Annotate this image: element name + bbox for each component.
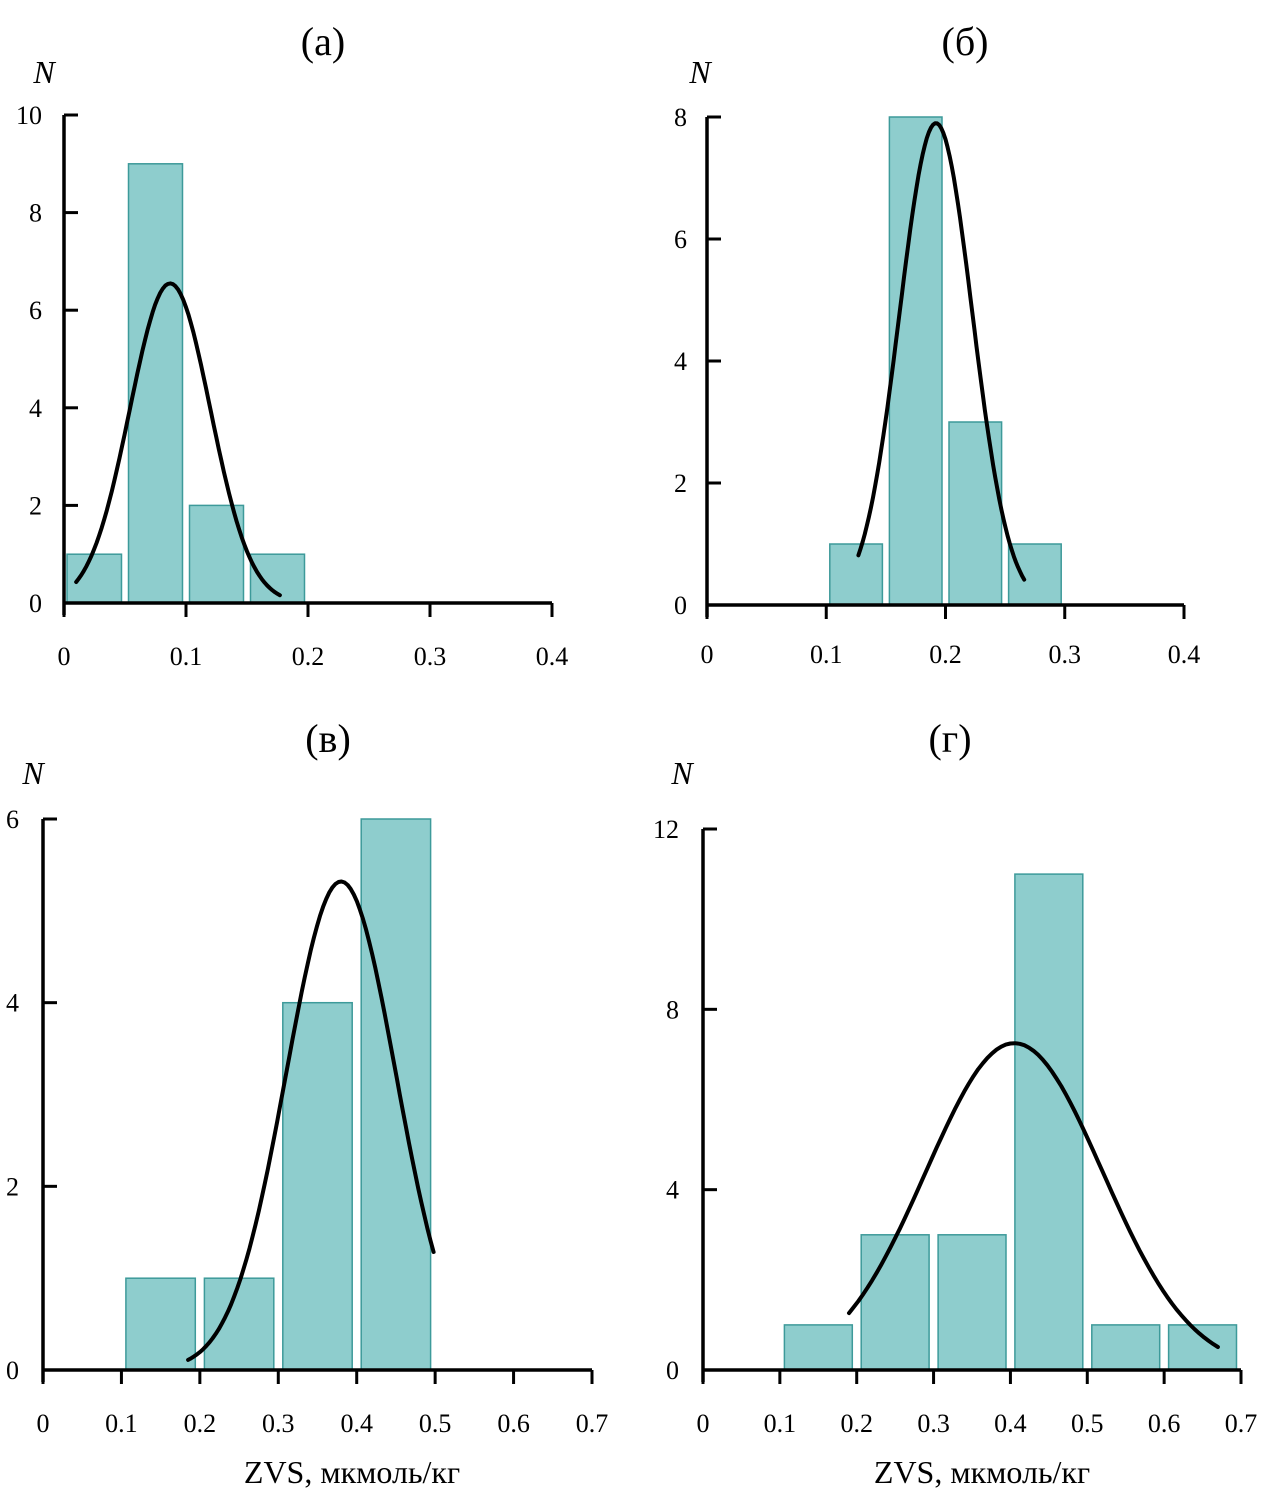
histogram-bar [127,163,184,604]
y-axis-label: N [670,755,694,791]
y-tick-label: 6 [674,225,687,254]
histogram-bar [203,1277,275,1371]
x-tick-label: 0 [58,642,71,671]
y-axis-label: N [688,54,712,90]
normal-fit-curve [74,281,282,598]
x-tick-label: 0.4 [994,1409,1027,1438]
x-tick-label: 0.3 [414,642,447,671]
histogram-bar [360,818,432,1371]
x-axis-label: ZVS, мкмоль/кг [874,1454,1090,1490]
histogram-panel-4: 0 0.1 0.2 0.3 0.4 0.5 0.6 0.7 0 4 8 12 (г) N ZVS, мкмо… [653,716,1257,1490]
normal-fit-curve [847,1041,1220,1349]
y-tick-label: 0 [29,589,42,618]
x-tick-label: 0.2 [840,1409,873,1438]
y-tick-label: 12 [653,815,679,844]
y-tick-label: 10 [16,101,42,130]
histogram-bar [937,1234,1007,1371]
y-tick-label: 4 [6,989,19,1018]
x-tick-label: 0.3 [1049,640,1082,669]
panel-label: (в) [305,716,351,761]
y-tick-label: 0 [6,1356,19,1385]
y-tick-label: 6 [6,805,19,834]
normal-fit-curve [186,879,436,1362]
normal-fit-curve [856,121,1027,582]
x-tick-label: 0.3 [262,1409,295,1438]
histogram-bar [1167,1324,1238,1371]
histogram-bar [66,553,123,604]
x-tick-label: 0.5 [419,1409,452,1438]
histogram-bar [1091,1324,1161,1371]
x-tick-label: 0.4 [1168,640,1201,669]
histogram-panel-1: 0 0.1 0.2 0.3 0.4 0 2 4 6 8 10 (а) N [16,19,568,671]
y-tick-label: 0 [666,1356,679,1385]
histogram-bar [188,504,245,604]
x-tick-label: 0.7 [576,1409,609,1438]
x-tick-label: 0.1 [810,640,843,669]
y-tick-label: 4 [666,1176,679,1205]
panel-label: (г) [928,716,971,761]
x-tick-label: 0.1 [105,1409,138,1438]
histogram-bar [282,1001,353,1371]
y-tick-label: 8 [666,995,679,1024]
histogram-panel-2: 0 0.1 0.2 0.3 0.4 0 2 4 6 8 (б) N [674,19,1200,669]
x-tick-label: 0.1 [170,642,203,671]
y-tick-label: 8 [674,103,687,132]
y-tick-label: 4 [674,347,687,376]
x-axis-label: ZVS, мкмоль/кг [244,1454,460,1490]
x-tick-label: 0.4 [536,642,569,671]
histogram-bar [860,1234,930,1371]
panel-label: (а) [301,19,345,64]
histogram-bar [948,421,1003,606]
y-axis-label: N [21,755,45,791]
y-tick-label: 2 [29,491,42,520]
y-tick-label: 8 [29,199,42,228]
x-tick-label: 0.6 [497,1409,530,1438]
histogram-panel-3: 0 0.1 0.2 0.3 0.4 0.5 0.6 0.7 0 2 4 6 (в) N ZVS, мкмол… [6,716,608,1490]
x-tick-label: 0.4 [340,1409,373,1438]
y-tick-label: 0 [674,591,687,620]
x-tick-label: 0.5 [1071,1409,1104,1438]
x-tick-label: 0.2 [929,640,962,669]
panel-label: (б) [942,19,989,64]
x-tick-label: 0.2 [184,1409,217,1438]
y-tick-label: 2 [674,469,687,498]
x-tick-label: 0.6 [1148,1409,1181,1438]
histogram-bar [783,1324,854,1371]
histogram-bar [1014,873,1084,1371]
y-axis-label: N [32,54,56,90]
x-tick-label: 0.3 [917,1409,950,1438]
x-tick-label: 0 [697,1409,710,1438]
y-tick-label: 6 [29,296,42,325]
x-tick-label: 0 [37,1409,50,1438]
histogram-bar [829,543,884,606]
histogram-bar [1007,543,1062,606]
x-tick-label: 0.1 [764,1409,797,1438]
x-tick-label: 0 [701,640,714,669]
x-tick-label: 0.7 [1225,1409,1258,1438]
histogram-bar [125,1277,197,1371]
y-tick-label: 4 [29,394,42,423]
y-tick-label: 2 [6,1172,19,1201]
x-tick-label: 0.2 [292,642,325,671]
